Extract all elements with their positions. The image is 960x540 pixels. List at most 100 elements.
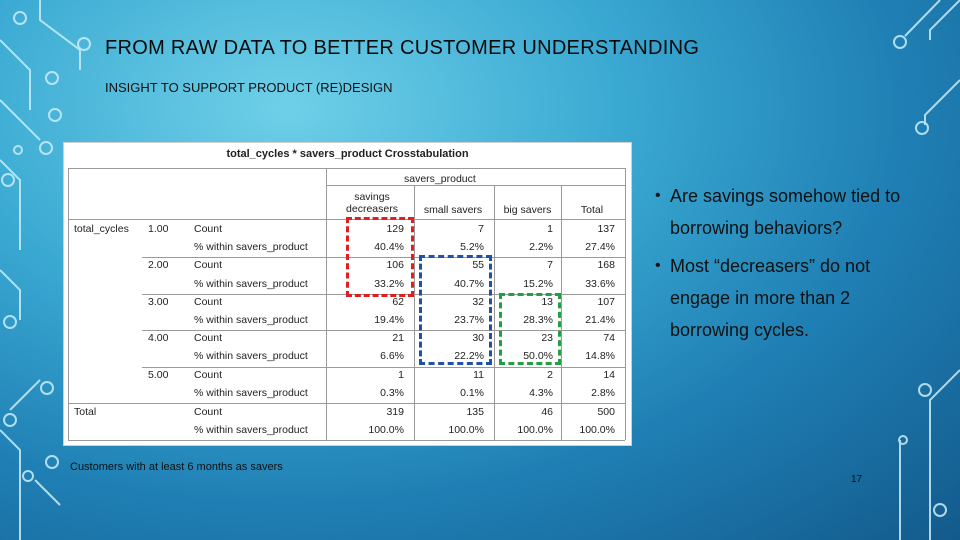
count-cell: 106	[386, 259, 404, 272]
count-cell: 11	[473, 368, 484, 381]
table-rule	[494, 185, 495, 440]
bullet-text: Most “decreasers” do not engage in more …	[670, 256, 871, 340]
total-percent-cell: 100.0%	[368, 424, 404, 436]
count-cell: 13	[541, 295, 553, 308]
percent-cell: 19.4%	[374, 314, 404, 326]
percent-cell: 33.6%	[585, 277, 615, 290]
count-cell: 137	[597, 223, 615, 235]
column-header: savings decreasers	[346, 191, 398, 215]
bullet-item: • Most “decreasers” do not engage in mor…	[655, 250, 905, 346]
percent-cell: 0.3%	[380, 386, 404, 399]
percent-cell: 40.4%	[374, 241, 404, 254]
table-rule	[142, 366, 625, 368]
total-count-cell: 500	[597, 406, 615, 418]
count-cell: 2	[547, 368, 553, 381]
slide-subtitle: INSIGHT TO SUPPORT PRODUCT (RE)DESIGN	[105, 80, 393, 95]
percent-cell: 5.2%	[460, 241, 484, 254]
crosstab-table: total_cycles * savers_product Crosstabul…	[63, 142, 632, 446]
count-label: Count	[194, 332, 223, 345]
percent-cell: 4.3%	[529, 386, 553, 399]
bullet-text: Are savings somehow tied to borrowing be…	[670, 186, 901, 238]
table-rule	[68, 440, 625, 441]
percent-label: % within savers_product	[194, 314, 308, 326]
table-rule	[414, 185, 415, 440]
total-percent-cell: 100.0%	[448, 424, 484, 436]
count-cell: 74	[603, 332, 615, 345]
total-percent-cell: 100.0%	[517, 424, 553, 436]
percent-cell: 6.6%	[380, 350, 404, 363]
count-label: Count	[194, 259, 223, 272]
count-cell: 32	[472, 295, 484, 308]
percent-cell: 2.8%	[591, 386, 615, 399]
percent-cell: 40.7%	[454, 277, 484, 290]
count-cell: 168	[597, 259, 615, 272]
count-cell: 7	[478, 223, 484, 235]
count-cell: 7	[547, 259, 553, 272]
row-variable-label: total_cycles	[74, 223, 129, 235]
percent-cell: 0.1%	[460, 386, 484, 399]
count-cell: 62	[392, 295, 404, 308]
total-count-cell: 46	[541, 406, 553, 418]
percent-label: % within savers_product	[194, 424, 308, 436]
count-label: Count	[194, 406, 223, 418]
table-rule	[561, 185, 562, 440]
count-label: Count	[194, 223, 223, 235]
table-rule	[68, 168, 625, 169]
table-rule	[326, 168, 327, 440]
count-cell: 1	[547, 223, 553, 235]
column-header: small savers	[423, 204, 483, 216]
footnote: Customers with at least 6 months as save…	[70, 461, 283, 473]
table-rule	[625, 168, 626, 440]
row-group-label: 3.00	[148, 295, 169, 308]
percent-cell: 2.2%	[529, 241, 553, 254]
percent-cell: 33.2%	[374, 277, 404, 290]
percent-cell: 22.2%	[454, 350, 484, 363]
total-percent-cell: 100.0%	[579, 424, 615, 436]
bullet-item: • Are savings somehow tied to borrowing …	[655, 180, 905, 244]
table-rule	[326, 185, 625, 186]
column-header: big savers	[503, 204, 552, 216]
table-rule	[142, 257, 625, 259]
count-cell: 30	[472, 332, 484, 345]
column-header: Total	[580, 204, 604, 216]
total-count-cell: 135	[466, 406, 484, 418]
row-group-label: 2.00	[148, 259, 169, 272]
row-group-label: 5.00	[148, 368, 169, 381]
slide-title: FROM RAW DATA TO BETTER CUSTOMER UNDERST…	[105, 37, 700, 59]
percent-cell: 14.8%	[585, 350, 615, 363]
table-rule	[142, 330, 625, 332]
count-label: Count	[194, 295, 223, 308]
percent-cell: 15.2%	[523, 277, 553, 290]
percent-cell: 21.4%	[585, 314, 615, 326]
count-cell: 23	[541, 332, 553, 345]
count-cell: 14	[603, 368, 615, 381]
total-count-cell: 319	[386, 406, 404, 418]
count-cell: 129	[386, 223, 404, 235]
table-rule	[68, 403, 625, 404]
count-cell: 1	[398, 368, 404, 381]
percent-label: % within savers_product	[194, 350, 308, 363]
percent-label: % within savers_product	[194, 386, 308, 399]
page-number: 17	[851, 474, 863, 485]
percent-label: % within savers_product	[194, 277, 308, 290]
table-caption: total_cycles * savers_product Crosstabul…	[226, 148, 469, 160]
count-cell: 107	[597, 295, 615, 308]
percent-cell: 50.0%	[523, 350, 553, 363]
percent-label: % within savers_product	[194, 241, 308, 254]
row-group-label: 1.00	[148, 223, 169, 235]
bullet-list: • Are savings somehow tied to borrowing …	[655, 180, 905, 348]
count-cell: 55	[472, 259, 484, 272]
count-label: Count	[194, 368, 223, 381]
percent-cell: 23.7%	[454, 314, 484, 326]
highlight-big-savers-box	[499, 293, 561, 365]
table-rule	[68, 168, 69, 440]
bullet-dot-icon: •	[655, 187, 661, 204]
bullet-dot-icon: •	[655, 257, 661, 274]
row-group-label: 4.00	[148, 332, 169, 345]
percent-cell: 28.3%	[523, 314, 553, 326]
highlight-small-savers-box	[419, 255, 492, 365]
highlight-decreasers-box	[346, 217, 414, 297]
total-label: Total	[74, 406, 97, 418]
column-group-header: savers_product	[404, 173, 476, 185]
